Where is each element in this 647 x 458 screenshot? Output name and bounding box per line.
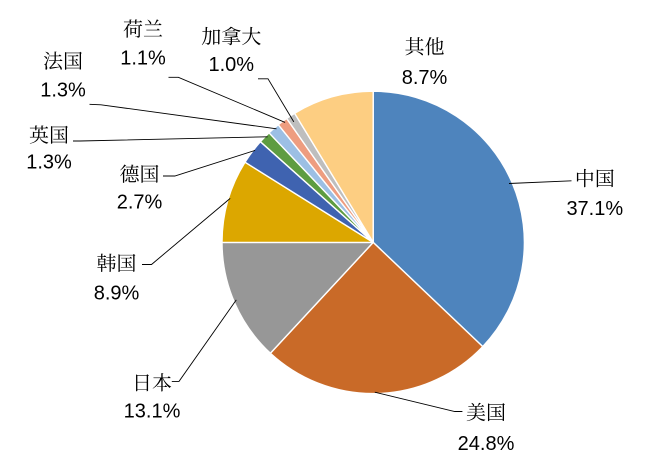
svg-text:1.1%: 1.1%	[120, 47, 166, 69]
svg-text:37.1%: 37.1%	[566, 198, 623, 220]
svg-text:24.8%: 24.8%	[458, 433, 515, 455]
svg-text:1.0%: 1.0%	[209, 54, 255, 76]
svg-text:8.9%: 8.9%	[94, 283, 140, 305]
svg-text:1.3%: 1.3%	[26, 151, 72, 173]
svg-text:2.7%: 2.7%	[117, 191, 163, 213]
svg-text:8.7%: 8.7%	[402, 67, 448, 89]
svg-text:1.3%: 1.3%	[40, 79, 86, 101]
svg-text:13.1%: 13.1%	[124, 400, 181, 422]
